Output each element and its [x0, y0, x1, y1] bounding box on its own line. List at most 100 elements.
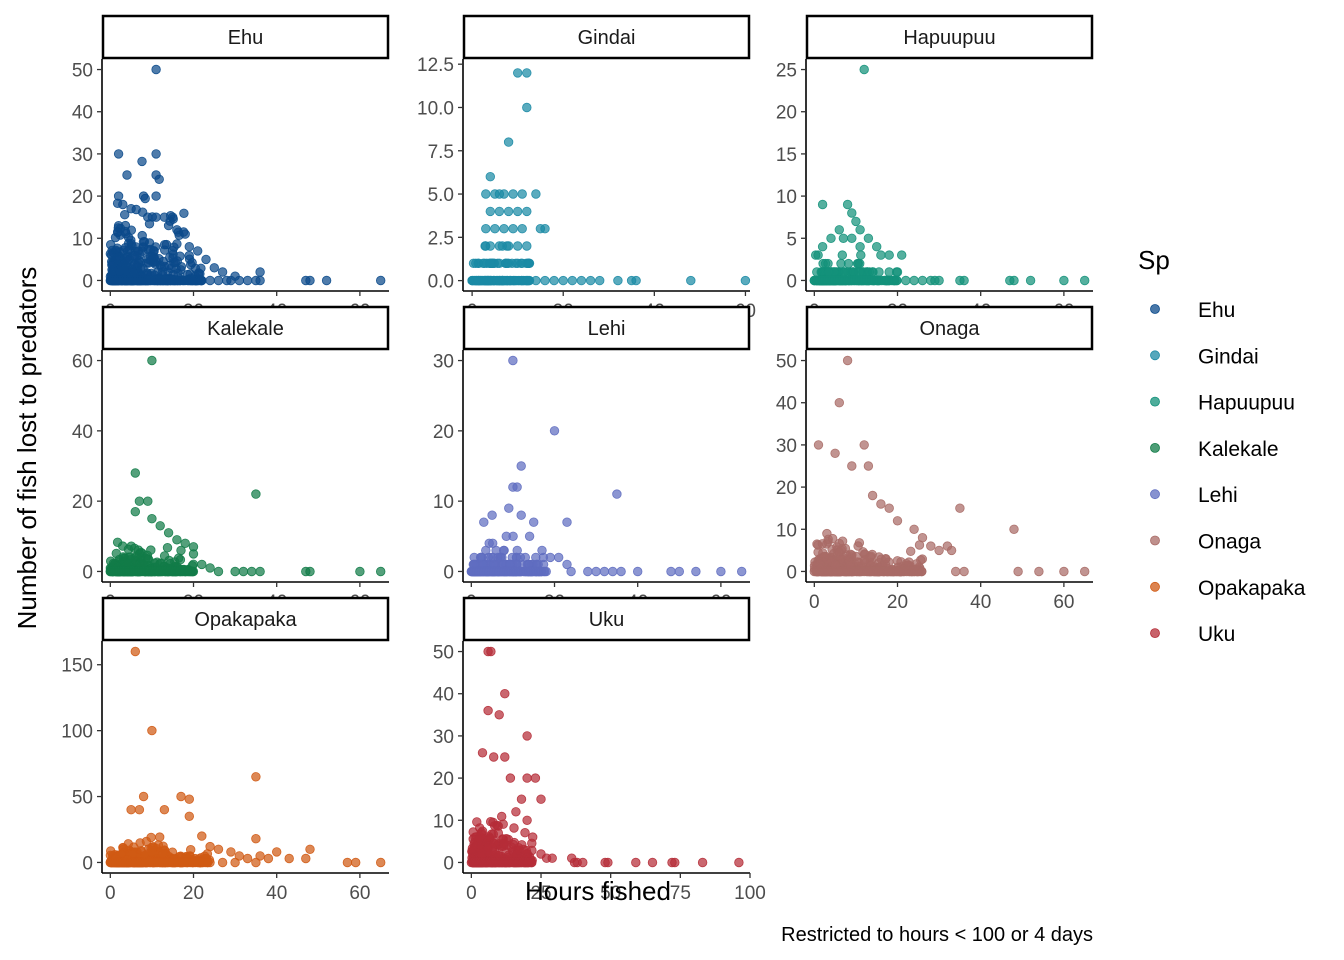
facet-strip — [101, 305, 390, 351]
data-point — [321, 275, 332, 286]
data-point — [508, 189, 518, 199]
data-point — [508, 355, 518, 366]
data-point — [959, 275, 969, 286]
data-point — [865, 552, 875, 562]
data-point — [113, 191, 124, 201]
data-points — [105, 64, 386, 286]
y-tick-label: 10 — [776, 520, 797, 541]
data-point — [811, 250, 821, 260]
data-point — [536, 794, 546, 804]
data-point — [934, 545, 944, 556]
data-point — [217, 857, 228, 868]
data-point — [217, 267, 228, 277]
y-tick-label: 5.0 — [428, 185, 454, 206]
data-point — [148, 842, 159, 852]
data-point — [526, 857, 537, 868]
data-point — [376, 857, 386, 868]
y-tick-label: 0 — [786, 562, 797, 583]
data-point — [143, 212, 153, 222]
data-point — [187, 566, 198, 577]
x-tick-label: 25 — [530, 883, 551, 904]
data-point — [901, 275, 911, 286]
y-tick-label: 30 — [776, 436, 797, 457]
data-point — [113, 227, 123, 238]
data-point — [856, 250, 866, 260]
data-point — [205, 563, 215, 573]
data-point — [176, 545, 186, 556]
data-point — [842, 199, 853, 210]
y-tick-label: 40 — [72, 422, 93, 443]
y-tick-label: 30 — [433, 352, 454, 373]
data-point — [234, 851, 245, 861]
data-point — [812, 539, 822, 549]
data-point — [863, 233, 874, 244]
data-point — [531, 552, 541, 563]
data-point — [138, 191, 149, 201]
data-point — [213, 275, 224, 286]
data-point — [242, 853, 253, 864]
data-point — [342, 857, 353, 868]
data-point — [172, 535, 182, 545]
data-point — [531, 189, 541, 199]
data-point — [603, 857, 613, 868]
y-tick-label: 20 — [433, 769, 454, 790]
data-point — [529, 517, 539, 527]
data-point — [848, 267, 859, 277]
data-point — [503, 241, 514, 251]
data-point — [192, 246, 203, 256]
data-point — [146, 255, 156, 266]
data-point — [867, 490, 878, 501]
data-point — [137, 558, 148, 569]
data-point — [508, 223, 518, 234]
data-point — [155, 521, 165, 531]
data-point — [251, 857, 261, 868]
data-point — [172, 239, 182, 249]
data-point — [1013, 566, 1023, 577]
data-point — [826, 233, 836, 244]
data-point — [951, 566, 961, 577]
data-point — [255, 275, 265, 286]
data-point — [149, 245, 159, 256]
data-point — [959, 566, 969, 577]
legend-label: Hapuupuu — [1198, 392, 1295, 415]
legend-item-uku: Uku — [1150, 623, 1235, 646]
data-point — [159, 239, 170, 250]
data-point — [528, 832, 538, 842]
data-point — [272, 847, 282, 857]
data-point — [631, 275, 641, 286]
data-point — [524, 531, 535, 542]
data-point — [209, 263, 220, 273]
data-point — [562, 517, 572, 527]
legend-item-ehu: Ehu — [1150, 299, 1235, 322]
data-point — [490, 189, 500, 199]
data-point — [485, 171, 496, 182]
data-point — [520, 828, 530, 838]
data-point — [541, 566, 551, 577]
data-point — [513, 206, 523, 217]
data-point — [531, 275, 541, 286]
data-point — [1009, 524, 1019, 535]
data-point — [530, 773, 541, 783]
data-point — [503, 258, 514, 269]
data-point — [817, 241, 828, 252]
facet-panel-ehu: Ehu010203040500204060 — [72, 14, 390, 322]
data-point — [612, 489, 622, 499]
legend-key — [1150, 304, 1160, 314]
data-point — [516, 794, 527, 804]
data-point — [834, 398, 845, 408]
x-tick-label: 20 — [183, 883, 204, 904]
data-point — [163, 220, 174, 231]
data-point — [128, 842, 139, 852]
data-point — [184, 241, 195, 252]
data-point — [159, 805, 170, 815]
data-point — [946, 545, 957, 556]
data-point — [134, 805, 145, 815]
data-point — [485, 241, 496, 251]
data-point — [147, 514, 157, 524]
data-point — [123, 544, 134, 555]
data-point — [486, 646, 496, 657]
legend-label: Ehu — [1198, 299, 1235, 322]
data-point — [904, 557, 914, 567]
data-point — [196, 263, 206, 274]
data-point — [847, 233, 857, 244]
